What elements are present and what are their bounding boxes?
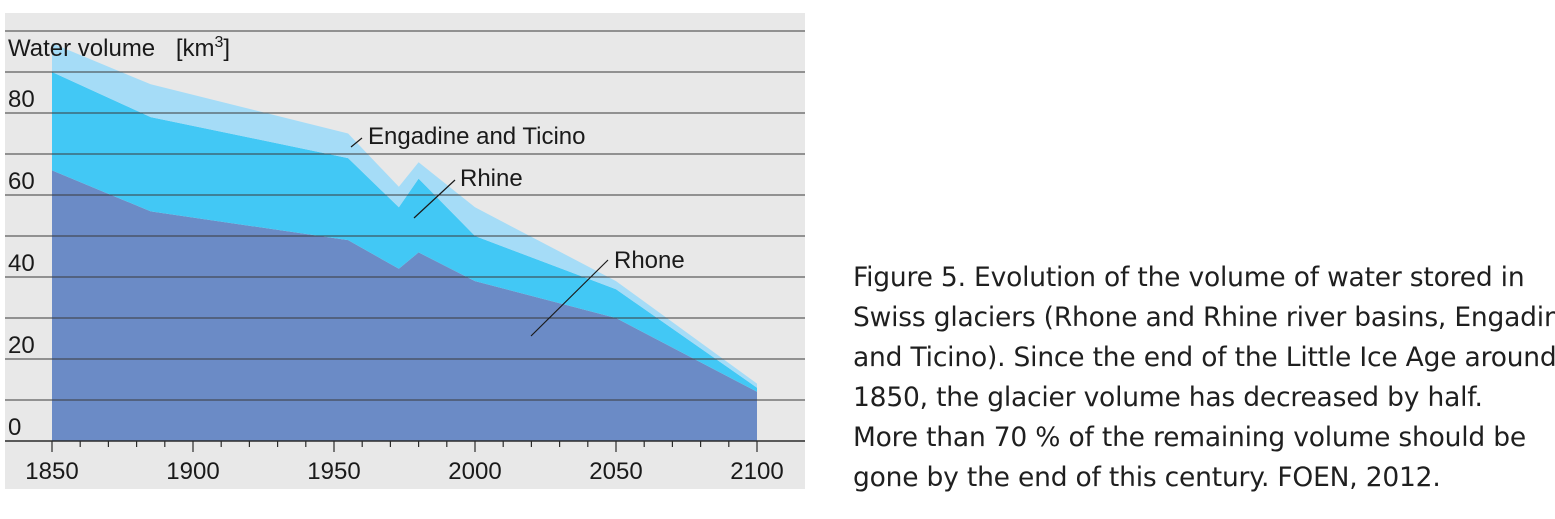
x-tick-label-2100: 2100	[730, 458, 783, 485]
y-axis-labels: 0 20 40 60 80	[8, 86, 35, 441]
y-tick-label-40: 40	[8, 250, 35, 277]
chart-container: 1850 1900 1950 2000 2050 2100 0 20 40 60 80 Water…	[5, 13, 805, 489]
y-axis-unit: [km	[176, 35, 215, 62]
y-axis-title-text: Water volume	[8, 35, 155, 62]
area-engadine-and-ticino	[52, 43, 757, 388]
leader-line-rhone	[530, 259, 609, 337]
area-rhone	[52, 170, 757, 441]
y-tick-label-0: 0	[8, 414, 21, 441]
caption-line-1: Figure 5. Evolution of the volume of wat…	[853, 258, 1553, 298]
leader-line-rhine	[413, 179, 456, 219]
x-tick-label-1850: 1850	[25, 458, 78, 485]
series-label-rhone: Rhone	[614, 247, 685, 274]
leader-line-engadine-and-ticino	[350, 137, 363, 148]
series-label-engadine-and-ticino: Engadine and Ticino	[368, 123, 586, 150]
series-annotations: Engadine and Ticino Rhine Rhone	[350, 123, 685, 337]
x-tick-label-1900: 1900	[166, 458, 219, 485]
y-axis-unit-superscript: 3	[215, 34, 224, 51]
caption-line-3: and Ticino). Since the end of the Little…	[853, 342, 1555, 373]
x-tick-label-2000: 2000	[448, 458, 501, 485]
area-layers	[52, 43, 757, 441]
caption-line-4: 1850, the glacier volume has decreased b…	[853, 382, 1483, 413]
y-axis-title: Water volume [km3]	[8, 34, 230, 62]
x-tick-label-1950: 1950	[307, 458, 360, 485]
caption-line-6: gone by the end of this century. FOEN, 2…	[853, 462, 1441, 493]
series-label-rhine: Rhine	[460, 165, 523, 192]
x-tick-label-2050: 2050	[589, 458, 642, 485]
y-tick-label-80: 80	[8, 86, 35, 113]
figure-label: Figure 5.	[853, 262, 966, 293]
y-tick-label-20: 20	[8, 332, 35, 359]
area-rhine	[52, 72, 757, 392]
caption-text-1: Evolution of the volume of water stored …	[965, 262, 1525, 293]
caption-line-5: More than 70 % of the remaining volume s…	[853, 422, 1526, 453]
x-axis: 1850 1900 1950 2000 2050 2100	[5, 440, 805, 485]
y-tick-label-60: 60	[8, 168, 35, 195]
figure-caption: Figure 5. Evolution of the volume of wat…	[853, 258, 1555, 498]
y-axis-unit-close: ]	[223, 35, 230, 62]
caption-line-2: Swiss glaciers (Rhone and Rhine river ba…	[853, 302, 1555, 333]
glacier-volume-chart: 1850 1900 1950 2000 2050 2100 0 20 40 60 80 Water…	[5, 13, 805, 489]
